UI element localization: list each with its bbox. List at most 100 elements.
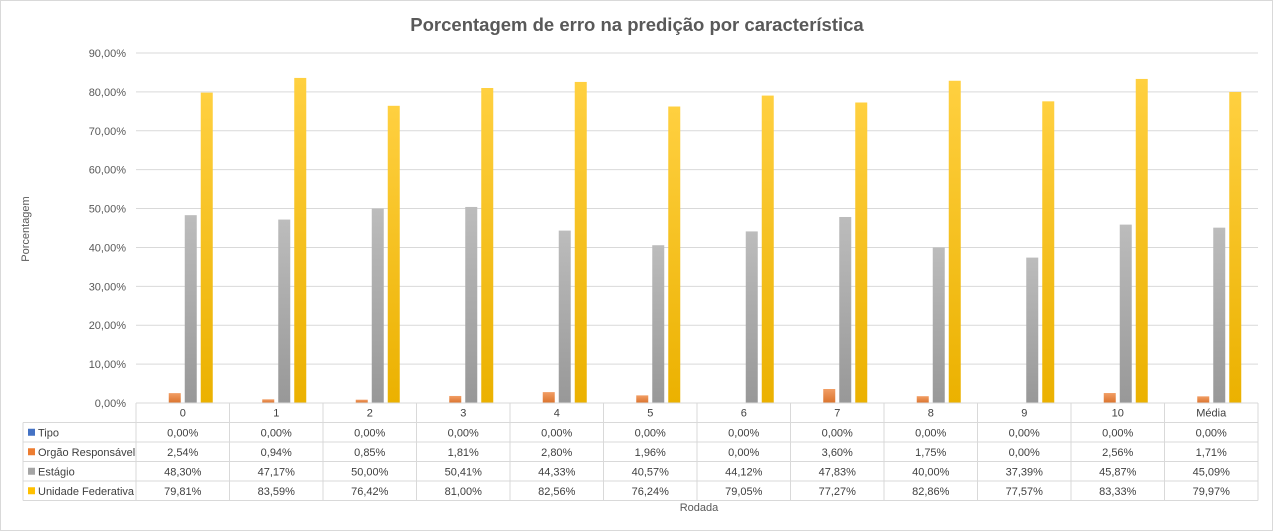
data-label: 0,00%: [261, 427, 292, 439]
x-tick-label: 0: [180, 408, 186, 420]
data-label: 44,12%: [725, 466, 763, 478]
bar-unidade-federativa-8: [948, 80, 961, 404]
x-tick-label: 9: [1021, 408, 1027, 420]
bar-estágio-3: [465, 206, 478, 403]
bar-unidade-federativa-3: [481, 88, 494, 403]
bar-orgão-responsável-Média: [1197, 396, 1210, 403]
bar-orgão-responsável-2: [355, 399, 368, 403]
data-label: 0,00%: [541, 427, 572, 439]
data-label: 47,83%: [819, 466, 857, 478]
data-label: 82,56%: [538, 486, 576, 498]
data-label: 76,24%: [632, 486, 670, 498]
bar-unidade-federativa-6: [761, 95, 774, 403]
bar-estágio-5: [652, 245, 665, 403]
bar-unidade-federativa-4: [574, 81, 587, 403]
data-label: 50,41%: [445, 466, 483, 478]
y-tick-label: 20,00%: [89, 320, 127, 332]
data-label: 37,39%: [1006, 466, 1044, 478]
bar-unidade-federativa-9: [1042, 101, 1055, 403]
legend-key: [28, 448, 35, 456]
data-label: 82,86%: [912, 486, 950, 498]
x-tick-label: 4: [554, 408, 560, 420]
x-axis-label: Rodada: [680, 502, 719, 514]
bar-orgão-responsável-8: [916, 396, 929, 403]
data-label: 0,00%: [635, 427, 666, 439]
x-tick-label: Média: [1196, 408, 1227, 420]
bar-orgão-responsável-10: [1103, 393, 1116, 403]
data-label: 1,71%: [1196, 447, 1227, 459]
data-label: 79,81%: [164, 486, 202, 498]
data-label: 0,00%: [728, 427, 759, 439]
y-axis-ticks: 0,00% 10,00% 20,00% 30,00% 40,00% 50,00% 60,00…: [89, 48, 127, 410]
bar-unidade-federativa-2: [387, 105, 400, 404]
y-tick-label: 10,00%: [89, 359, 127, 371]
data-label: 76,42%: [351, 486, 389, 498]
bar-estágio-8: [932, 247, 945, 403]
data-label: 79,97%: [1193, 486, 1231, 498]
data-label: 0,00%: [728, 447, 759, 459]
bar-estágio-9: [1026, 257, 1039, 403]
bar-estágio-10: [1119, 224, 1132, 403]
y-tick-label: 50,00%: [89, 204, 127, 216]
bar-orgão-responsável-7: [823, 389, 836, 403]
data-table: 0 1 2 3 4 5 6 7 8 9 10 Média Tipo 0,00% 0,00% 0,00% 0,00…: [22, 402, 1259, 501]
data-label: 0,00%: [1102, 427, 1133, 439]
data-label: 2,56%: [1102, 447, 1133, 459]
data-label: 0,94%: [261, 447, 292, 459]
data-label: 0,00%: [1009, 447, 1040, 459]
data-label: 1,81%: [448, 447, 479, 459]
legend-key: [28, 428, 35, 436]
bar-estágio-2: [371, 208, 384, 403]
data-label: 0,00%: [167, 427, 198, 439]
data-label: 77,27%: [819, 486, 857, 498]
data-label: 45,09%: [1193, 466, 1231, 478]
x-tick-label: 6: [741, 408, 747, 420]
x-tick-label: 7: [834, 408, 840, 420]
data-label: 40,00%: [912, 466, 950, 478]
y-axis-label: Porcentagem: [20, 196, 32, 261]
x-tick-label: 2: [367, 408, 373, 420]
data-label: 81,00%: [445, 486, 483, 498]
bar-orgão-responsável-5: [636, 395, 649, 403]
gridlines: [136, 52, 1258, 404]
data-label: 40,57%: [632, 466, 670, 478]
bar-orgão-responsável-4: [542, 392, 555, 403]
data-label: 0,00%: [1009, 427, 1040, 439]
bar-estágio-7: [839, 216, 852, 403]
data-label: 2,54%: [167, 447, 198, 459]
data-label: 50,00%: [351, 466, 389, 478]
y-tick-label: 70,00%: [89, 126, 127, 138]
data-label: 44,33%: [538, 466, 576, 478]
x-tick-label: 3: [460, 408, 466, 420]
x-tick-label: 1: [273, 408, 279, 420]
data-label: 3,60%: [822, 447, 853, 459]
y-tick-label: 60,00%: [89, 165, 127, 177]
bar-orgão-responsável-3: [449, 395, 462, 403]
data-label: 45,87%: [1099, 466, 1137, 478]
legend-entry: Unidade Federativa: [38, 486, 135, 498]
bar-unidade-federativa-7: [855, 102, 868, 403]
data-label: 1,96%: [635, 447, 666, 459]
data-label: 0,00%: [1196, 427, 1227, 439]
bar-estágio-4: [558, 230, 571, 403]
data-label: 0,00%: [822, 427, 853, 439]
legend-key: [28, 487, 35, 495]
data-label: 0,00%: [354, 427, 385, 439]
data-label: 77,57%: [1006, 486, 1044, 498]
bar-estágio-Média: [1213, 227, 1226, 403]
bars: [168, 77, 1242, 404]
bar-orgão-responsável-0: [168, 393, 181, 403]
data-label: 0,00%: [915, 427, 946, 439]
data-label: 0,85%: [354, 447, 385, 459]
y-tick-label: 30,00%: [89, 281, 127, 293]
y-tick-label: 0,00%: [95, 398, 126, 410]
y-tick-label: 40,00%: [89, 242, 127, 254]
bar-unidade-federativa-5: [668, 106, 681, 403]
data-label: 47,17%: [258, 466, 296, 478]
chart-title: Porcentagem de erro na predição por cara…: [410, 14, 864, 35]
bar-unidade-federativa-0: [200, 92, 213, 403]
bar-estágio-1: [278, 219, 291, 403]
data-label: 79,05%: [725, 486, 763, 498]
